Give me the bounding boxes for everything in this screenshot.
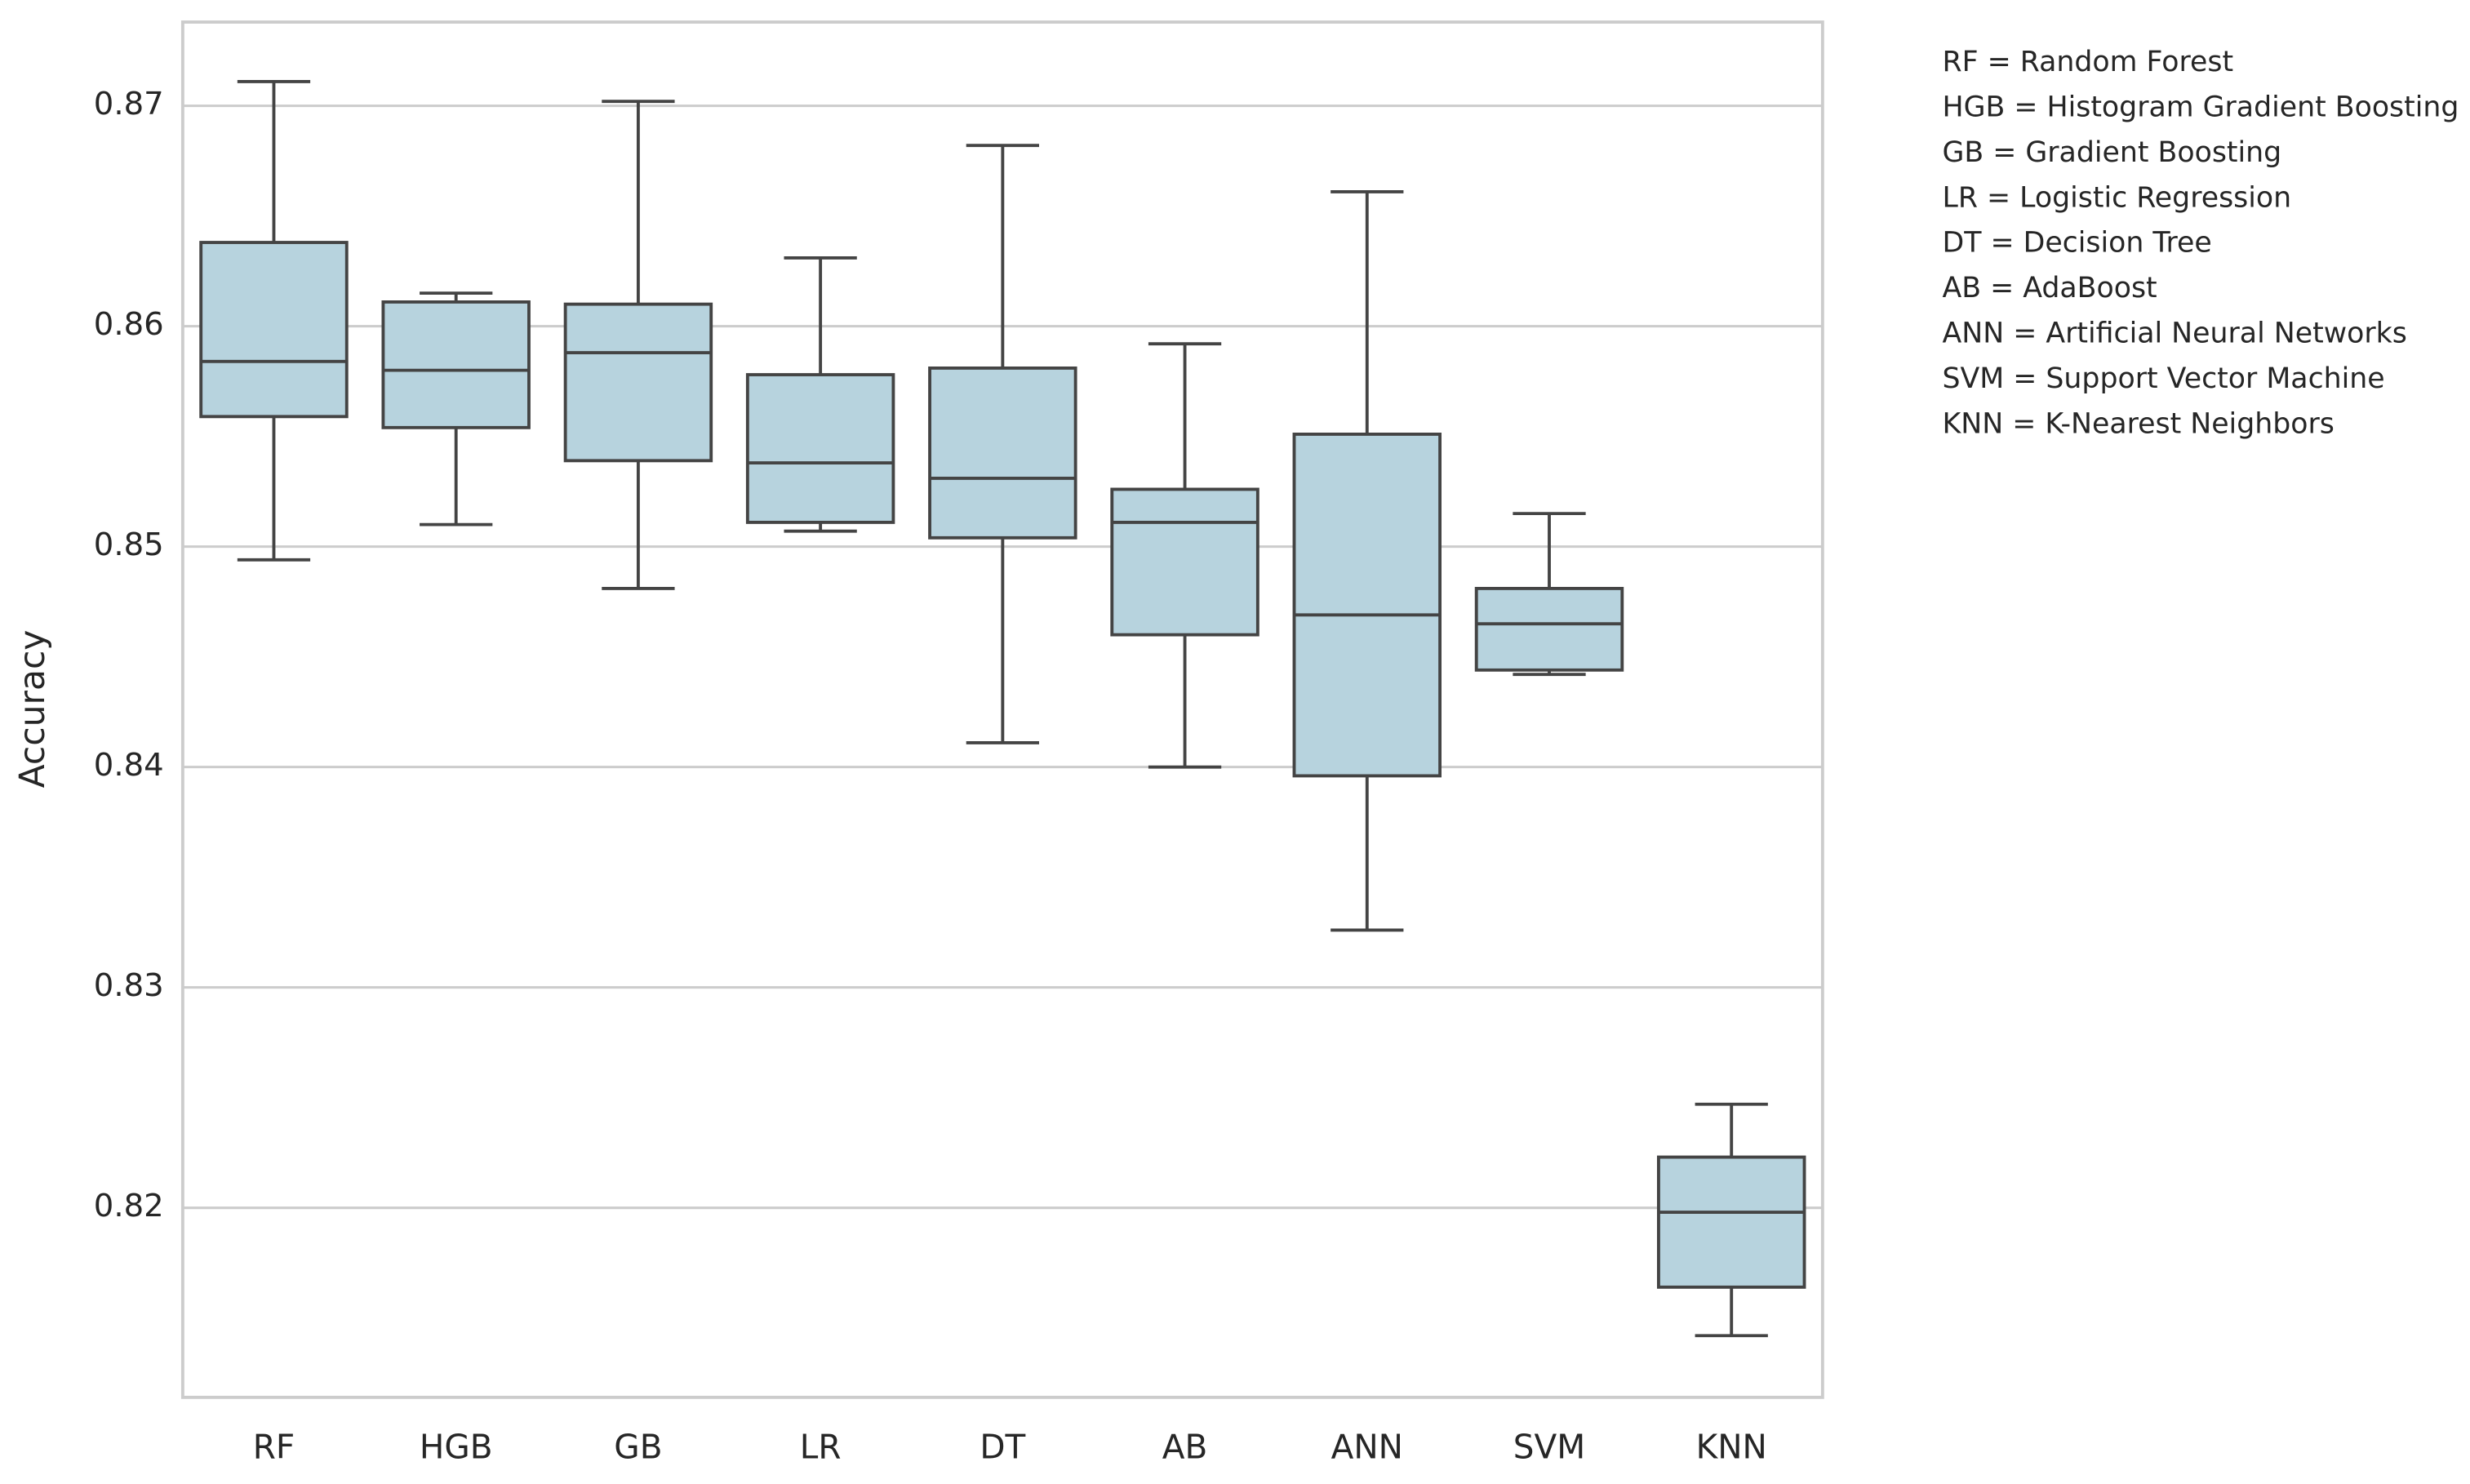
box <box>1474 587 1624 672</box>
x-tick-label: LR <box>800 1428 842 1467</box>
x-tick-label: KNN <box>1696 1428 1767 1467</box>
legend-note: SVM = Support Vector Machine <box>1943 362 2385 395</box>
legend-note: RF = Random Forest <box>1943 46 2234 78</box>
x-tick-label: HGB <box>420 1428 493 1467</box>
x-tick-label: AB <box>1162 1428 1208 1467</box>
x-tick-label: ANN <box>1331 1428 1403 1467</box>
y-tick-label: 0.84 <box>94 747 164 784</box>
box <box>1292 432 1442 778</box>
legend-note: LR = Logistic Regression <box>1943 181 2292 214</box>
x-tick-label: RF <box>253 1428 295 1467</box>
legend-note: GB = Gradient Boosting <box>1943 136 2282 169</box>
legend-note: DT = Decision Tree <box>1943 227 2212 260</box>
x-tick-label: SVM <box>1513 1428 1585 1467</box>
legend-note: ANN = Artificial Neural Networks <box>1943 318 2407 350</box>
legend-note: KNN = K-Nearest Neighbors <box>1943 407 2335 440</box>
box <box>745 373 895 524</box>
box <box>381 300 531 429</box>
box <box>199 241 349 419</box>
legend-note: AB = AdaBoost <box>1943 272 2157 304</box>
y-axis-label: Accuracy <box>13 630 53 789</box>
y-tick-label: 0.87 <box>94 86 164 122</box>
box <box>928 366 1077 540</box>
y-tick-label: 0.82 <box>94 1188 164 1224</box>
box <box>563 302 713 463</box>
legend-note: HGB = Histogram Gradient Boosting <box>1943 91 2459 124</box>
plot-frame <box>180 20 1824 1399</box>
x-tick-label: GB <box>614 1428 662 1467</box>
y-tick-label: 0.83 <box>94 967 164 1004</box>
box <box>1657 1155 1806 1289</box>
y-tick-label: 0.85 <box>94 527 164 563</box>
box <box>1110 487 1259 637</box>
y-tick-label: 0.86 <box>94 306 164 343</box>
x-tick-label: DT <box>980 1428 1025 1467</box>
